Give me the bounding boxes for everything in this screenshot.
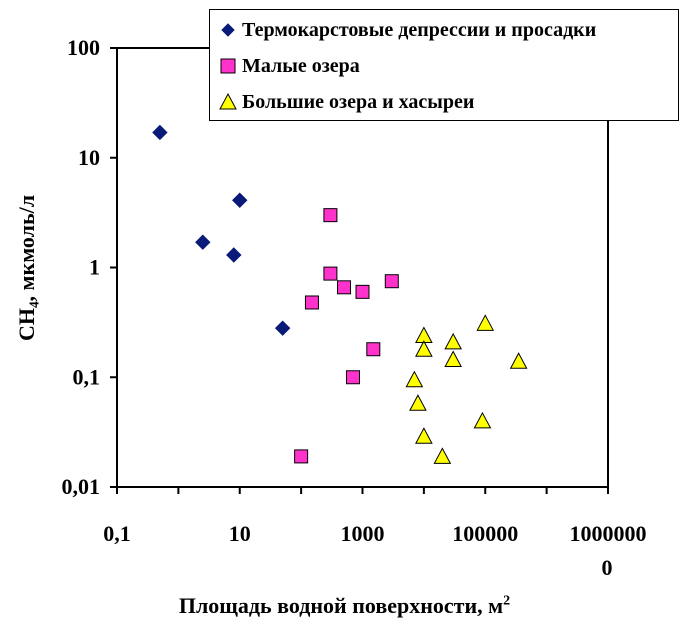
data-point-square [323,208,338,223]
x-tick-label: 10 [229,521,251,546]
data-point-square [345,370,360,385]
data-point-triangle [473,411,492,429]
data-point-triangle [476,314,495,331]
data-point-square [294,449,309,464]
data-point-square [366,342,381,357]
data-point-triangle [444,350,462,368]
square-marker-icon [220,58,236,74]
data-point-square [355,284,370,299]
data-point-diamond [195,234,211,250]
data-point-diamond [152,124,168,141]
x-tick-label: 1000000 [570,521,647,546]
data-point-triangle [444,332,462,350]
x-tick-label: 100000 [452,521,518,546]
data-points [152,124,528,464]
y-tick-label: 0,1 [73,364,101,389]
diamond-marker-icon [221,23,235,37]
legend-item-thermokarst: Термокарстовые депрессии и просадки [218,18,596,42]
data-point-square [384,274,399,289]
data-point-square [304,295,319,310]
data-point-diamond [232,192,248,208]
triangle-marker-icon [219,92,237,110]
legend-label: Термокарстовые депрессии и просадки [242,18,597,41]
x-axis-label: Площадь водной поверхности, м2 [178,593,511,618]
data-point-triangle [509,352,528,369]
data-point-triangle [415,340,433,357]
legend-item-small-lakes: Малые озера [218,54,360,78]
y-tick-label: 100 [67,35,100,60]
legend-label: Большие озера и хасыреи [242,90,475,113]
data-point-diamond [226,247,242,263]
data-point-square [337,280,352,295]
data-point-triangle [409,394,427,411]
y-tick-label: 10 [78,145,100,170]
y-tick-label: 0,01 [62,474,101,499]
x-tick-label: 0,1 [103,521,131,546]
data-point-triangle [405,370,424,388]
data-point-triangle [433,447,452,464]
y-tick-label: 1 [89,255,100,280]
data-point-triangle [415,427,433,444]
legend: Термокарстовые депрессии и просадки Малы… [209,9,679,121]
x-tick-label-wrap: 0 [602,555,613,580]
legend-item-large-lakes: Большие озера и хасыреи [218,90,474,114]
data-point-square [323,266,338,281]
legend-label: Малые озера [242,54,360,77]
x-tick-label: 1000 [341,521,385,546]
y-axis-label: CH₄, мкмоль/л [14,195,39,341]
data-point-diamond [274,320,291,336]
